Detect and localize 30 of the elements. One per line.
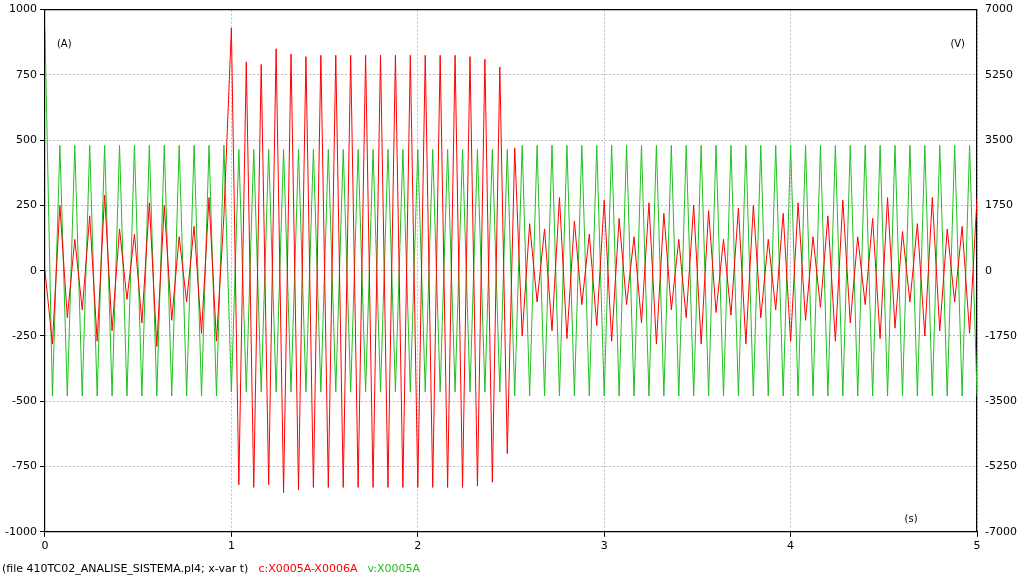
y-tick-label: -1000 bbox=[4, 524, 37, 538]
y-tick-label: -500 bbox=[11, 394, 37, 408]
x-tick-label: 4 bbox=[787, 539, 795, 553]
x-tick-label: 1 bbox=[227, 539, 235, 553]
y-tick-label: -250 bbox=[11, 328, 37, 342]
text: v:X0005A bbox=[367, 562, 421, 575]
y-tick-label: 1000 bbox=[8, 2, 37, 16]
y-tick-label: 750 bbox=[15, 67, 37, 81]
y-tick-label: 500 bbox=[15, 133, 37, 147]
text: (file 410TC02_ANALISE_SISTEMA.pl4; x-var t) bbox=[2, 562, 249, 575]
y2-tick-label: 7000 bbox=[985, 2, 1014, 16]
y2-tick-label: -1750 bbox=[985, 328, 1018, 342]
y2-tick-label: 0 bbox=[985, 263, 993, 277]
y2-tick-label: -5250 bbox=[985, 459, 1018, 473]
y-axis-title: (A) bbox=[56, 38, 72, 50]
y-tick-label: -750 bbox=[11, 459, 37, 473]
y2-tick-label: -7000 bbox=[985, 524, 1018, 538]
x-tick-label: 0 bbox=[41, 539, 49, 553]
y-tick-label: 0 bbox=[29, 263, 37, 277]
text: c:X0005A-X0006A bbox=[258, 562, 358, 575]
x-tick-label: 5 bbox=[973, 539, 981, 553]
y2-tick-label: 3500 bbox=[985, 133, 1014, 147]
x-tick-label: 2 bbox=[414, 539, 422, 553]
y2-tick-label: -3500 bbox=[985, 394, 1018, 408]
y2-tick-label: 1750 bbox=[985, 198, 1014, 212]
y2-axis-title: (V) bbox=[950, 38, 966, 50]
x-axis-title: (s) bbox=[904, 513, 918, 525]
y-tick-label: 250 bbox=[15, 198, 37, 212]
x-tick-label: 3 bbox=[600, 539, 608, 553]
y2-tick-label: 5250 bbox=[985, 67, 1014, 81]
